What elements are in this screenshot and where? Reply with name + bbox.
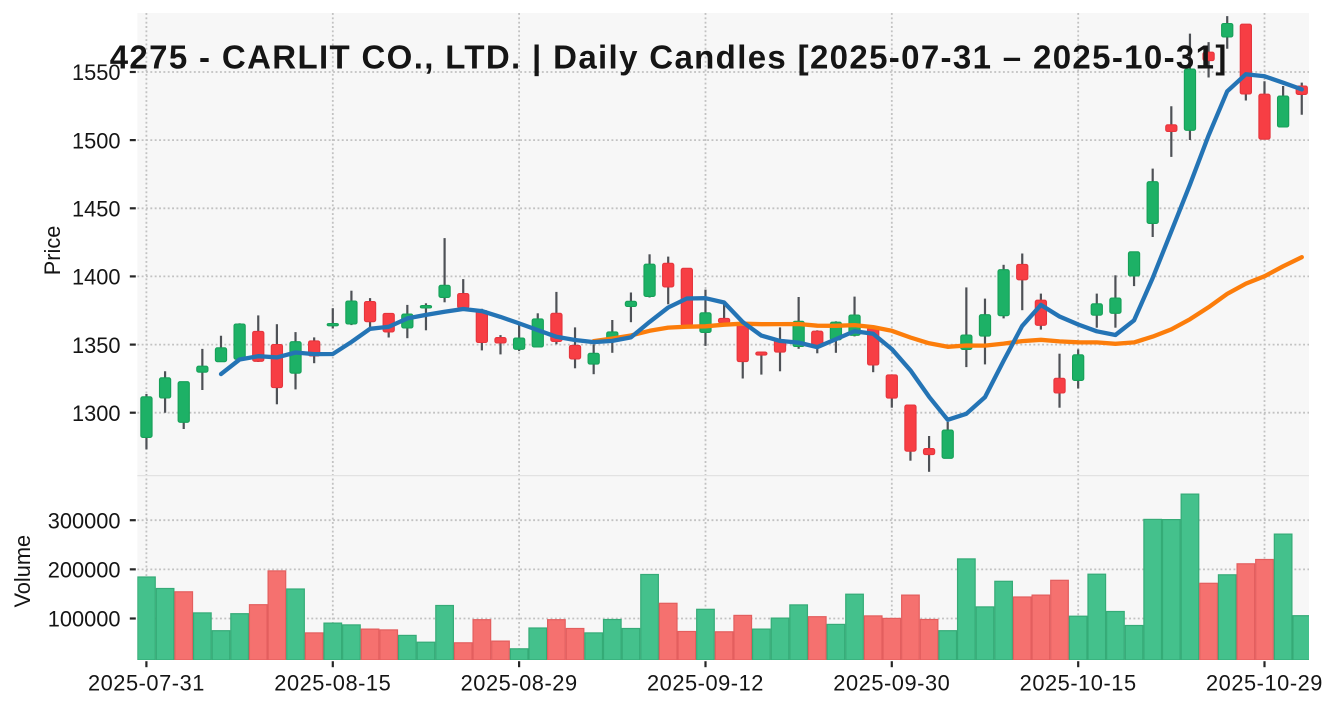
svg-text:2025-09-12: 2025-09-12 [647,670,764,695]
svg-text:1450: 1450 [72,196,121,221]
svg-text:2025-10-15: 2025-10-15 [1020,670,1137,695]
svg-text:300000: 300000 [48,508,121,533]
svg-text:2025-07-31: 2025-07-31 [88,670,205,695]
svg-text:1550: 1550 [72,60,121,85]
svg-text:Price: Price [40,226,65,276]
svg-text:2025-08-29: 2025-08-29 [461,670,578,695]
svg-text:100000: 100000 [48,607,121,632]
svg-text:2025-08-15: 2025-08-15 [274,670,391,695]
svg-text:1300: 1300 [72,401,121,426]
svg-text:1500: 1500 [72,128,121,153]
svg-text:Volume: Volume [10,535,35,608]
svg-text:1400: 1400 [72,265,121,290]
svg-text:4275 - CARLIT CO., LTD. | Dail: 4275 - CARLIT CO., LTD. | Daily Candles … [110,39,1228,76]
svg-text:200000: 200000 [48,558,121,583]
svg-text:1350: 1350 [72,333,121,358]
svg-text:2025-09-30: 2025-09-30 [833,670,950,695]
svg-text:2025-10-29: 2025-10-29 [1206,670,1323,695]
